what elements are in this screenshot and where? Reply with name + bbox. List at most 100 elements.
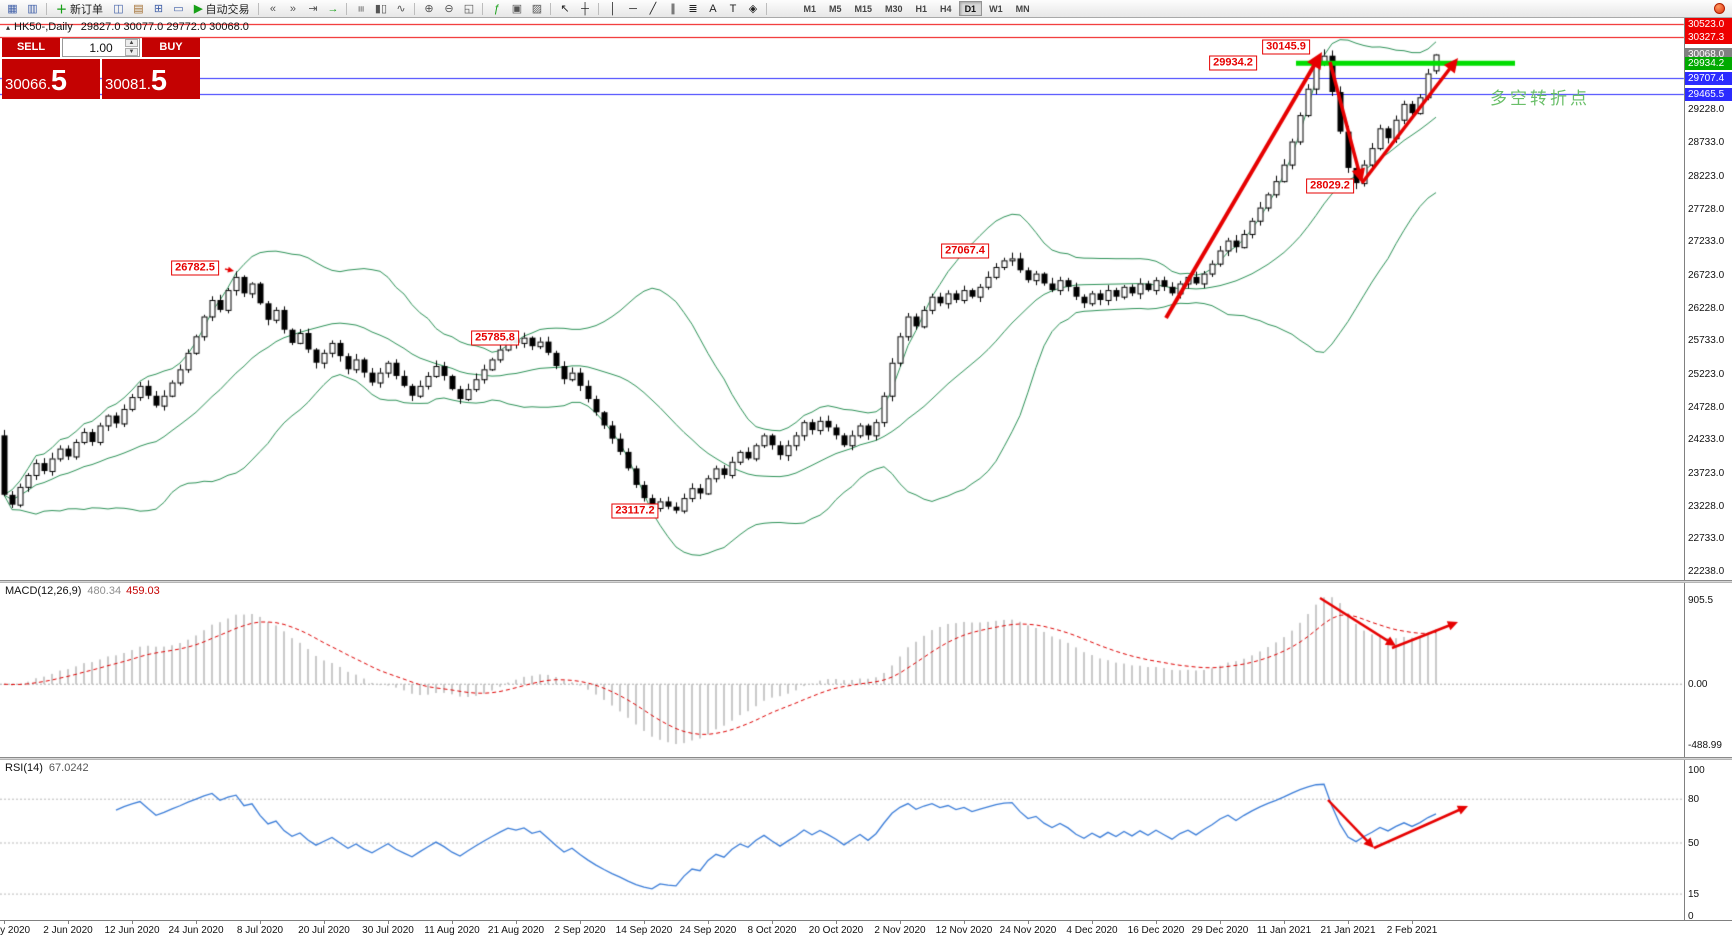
date-label: 16 Dec 2020 (1127, 925, 1185, 936)
price-scale-label: 50 (1688, 837, 1700, 849)
price-scale-label: 26228.0 (1688, 302, 1725, 314)
timeframe-d1[interactable]: D1 (958, 1, 983, 16)
terminal-icon[interactable]: ▭ (173, 2, 184, 15)
price-scale-label: 28733.0 (1688, 137, 1725, 149)
trendline-icon[interactable]: ╱ (649, 2, 657, 15)
time-scale-tick (708, 921, 709, 924)
zoom-out-icon[interactable]: ⊖ (444, 2, 454, 15)
buy-price[interactable]: 30081. 5 (102, 59, 200, 99)
date-label: 20 Jul 2020 (298, 925, 350, 936)
chart-title: ▴ HK50-,Daily 29827.0 30077.0 29772.0 3006… (6, 21, 249, 33)
profiles-icon[interactable]: ▥ (27, 2, 38, 15)
timeframe-m5[interactable]: M5 (828, 3, 842, 14)
toolbar-separator (766, 2, 768, 15)
rsi-panel-splitter[interactable] (0, 757, 1732, 760)
buy-button[interactable]: BUY (142, 38, 200, 57)
price-scale-label: 22733.0 (1688, 533, 1725, 545)
lot-value: 1.00 (89, 40, 113, 55)
date-label: 24 Nov 2020 (999, 925, 1057, 936)
time-scale-tick (4, 921, 5, 924)
price-scale-label: 24728.0 (1688, 401, 1725, 413)
timeframe-w1[interactable]: W1 (989, 3, 1003, 14)
date-label: 2 Sep 2020 (554, 925, 606, 936)
price-annotation[interactable]: 29934.2 (1209, 55, 1257, 71)
price-annotation[interactable]: 23117.2 (611, 503, 659, 519)
chart-shift-icon[interactable]: ⇥ (308, 2, 318, 15)
timeframe-m30[interactable]: M30 (885, 3, 903, 14)
candlestick-icon[interactable]: ▮▯ (374, 2, 388, 15)
lot-size-input[interactable]: 1.00 ▲ ▼ (62, 38, 140, 57)
autoscroll-icon[interactable]: → (327, 2, 339, 15)
fibonacci-icon[interactable]: ≣ (688, 2, 698, 15)
market-watch-icon[interactable]: ▤ (133, 2, 144, 15)
lot-down-icon[interactable]: ▼ (125, 48, 138, 56)
macd-panel-splitter[interactable] (0, 580, 1732, 583)
text-icon[interactable]: A (709, 2, 717, 15)
price-scale-label: 29228.0 (1688, 104, 1725, 116)
date-label: 2 Jun 2020 (43, 925, 93, 936)
new-order-button-label: 新订单 (70, 3, 103, 16)
sell-price[interactable]: 30066. 5 (2, 59, 100, 99)
sell-button[interactable]: SELL (2, 38, 60, 57)
price-annotation[interactable]: 26782.5 (171, 260, 219, 276)
toolbar-separator (258, 2, 260, 15)
navigator-icon[interactable]: ⊞ (153, 2, 164, 15)
timeframe-m15[interactable]: M15 (854, 3, 873, 14)
price-annotation[interactable]: 27067.4 (941, 243, 989, 259)
macd-indicator-label: MACD(12,26,9) 480.34 459.03 (5, 585, 160, 597)
zoom-in-icon[interactable]: ⊕ (424, 2, 434, 15)
timeframe-h4[interactable]: H4 (940, 3, 952, 14)
price-scale-label: 25733.0 (1688, 335, 1725, 347)
indicators-icon[interactable]: ƒ (493, 2, 501, 15)
tile-windows-icon[interactable]: ◱ (463, 2, 475, 15)
shapes-icon[interactable]: ◈ (748, 2, 758, 15)
price-annotation[interactable]: 28029.2 (1306, 178, 1354, 194)
timeframe-h1[interactable]: H1 (915, 3, 928, 14)
timeframe-mn[interactable]: MN (1015, 3, 1030, 14)
price-scale[interactable]: 29228.0 28733.0 28223.0 27728.0 27233.0 26723… (1684, 18, 1732, 922)
label-icon[interactable]: T (729, 2, 737, 15)
templates-icon[interactable]: ▨ (531, 2, 543, 15)
step-forward-icon[interactable]: » (289, 2, 297, 15)
autotrading-button[interactable]: ▶ 自动交易 (189, 1, 254, 17)
channel-icon[interactable]: ∥ (670, 2, 676, 15)
time-scale-tick (1284, 921, 1285, 924)
price-scale-label: 25223.0 (1688, 368, 1725, 380)
timeframe-m1[interactable]: M1 (803, 3, 816, 14)
bar-chart-icon[interactable]: ≡ (354, 5, 367, 12)
time-scale-tick (900, 921, 901, 924)
time-scale-tick (964, 921, 965, 924)
notification-icon[interactable] (1714, 3, 1725, 14)
main-toolbar: ▦ ▥ ＋新订单 ◫ ▤ ⊞ ▭ ▶ 自动交易 « » ⇥ → ≡ ▮▯ ∿ ⊕ ⊖ ◱ ƒ ▣ ▨ ↖ ┼ │ ─ ╱ ∥ ≣ A T ◈ M… (0, 0, 1732, 18)
date-label: 21 Aug 2020 (487, 925, 545, 936)
periods-icon[interactable]: ▣ (511, 2, 523, 15)
line-chart-icon[interactable]: ∿ (396, 2, 406, 15)
lot-up-icon[interactable]: ▲ (125, 39, 138, 47)
lot-spinner[interactable]: ▲ ▼ (125, 39, 138, 56)
time-scale-tick (580, 921, 581, 924)
cursor-icon[interactable]: ↖ (560, 2, 570, 15)
date-label: 12 Jun 2020 (104, 925, 160, 936)
toolbar-separator (598, 2, 600, 15)
price-annotation[interactable]: 30145.9 (1262, 39, 1310, 55)
crosshair-icon[interactable]: ┼ (581, 2, 589, 15)
new-chart-icon[interactable]: ▦ (7, 2, 18, 15)
time-scale[interactable]: 1 May 2020 2 Jun 2020 12 Jun 2020 24 Jun 20… (0, 920, 1732, 939)
time-scale-tick (132, 921, 133, 924)
chart-menu-icon[interactable]: ▴ (6, 23, 11, 32)
rsi-indicator-label: RSI(14) 67.0242 (5, 762, 89, 774)
time-scale-tick (1028, 921, 1029, 924)
step-back-icon[interactable]: « (269, 2, 277, 15)
chinese-annotation-text[interactable]: 多空转折点 (1490, 89, 1590, 108)
charts-icon[interactable]: ◫ (113, 2, 124, 15)
autotrading-icon: ▶ (194, 3, 203, 15)
buy-price-base: 30081. (105, 76, 151, 93)
time-scale-tick (388, 921, 389, 924)
vertical-line-icon[interactable]: │ (609, 2, 617, 15)
time-scale-tick (452, 921, 453, 924)
horizontal-line-icon[interactable]: ─ (629, 2, 637, 15)
new-order-button[interactable]: ＋新订单 (51, 1, 108, 17)
price-annotation[interactable]: 25785.8 (471, 330, 519, 346)
